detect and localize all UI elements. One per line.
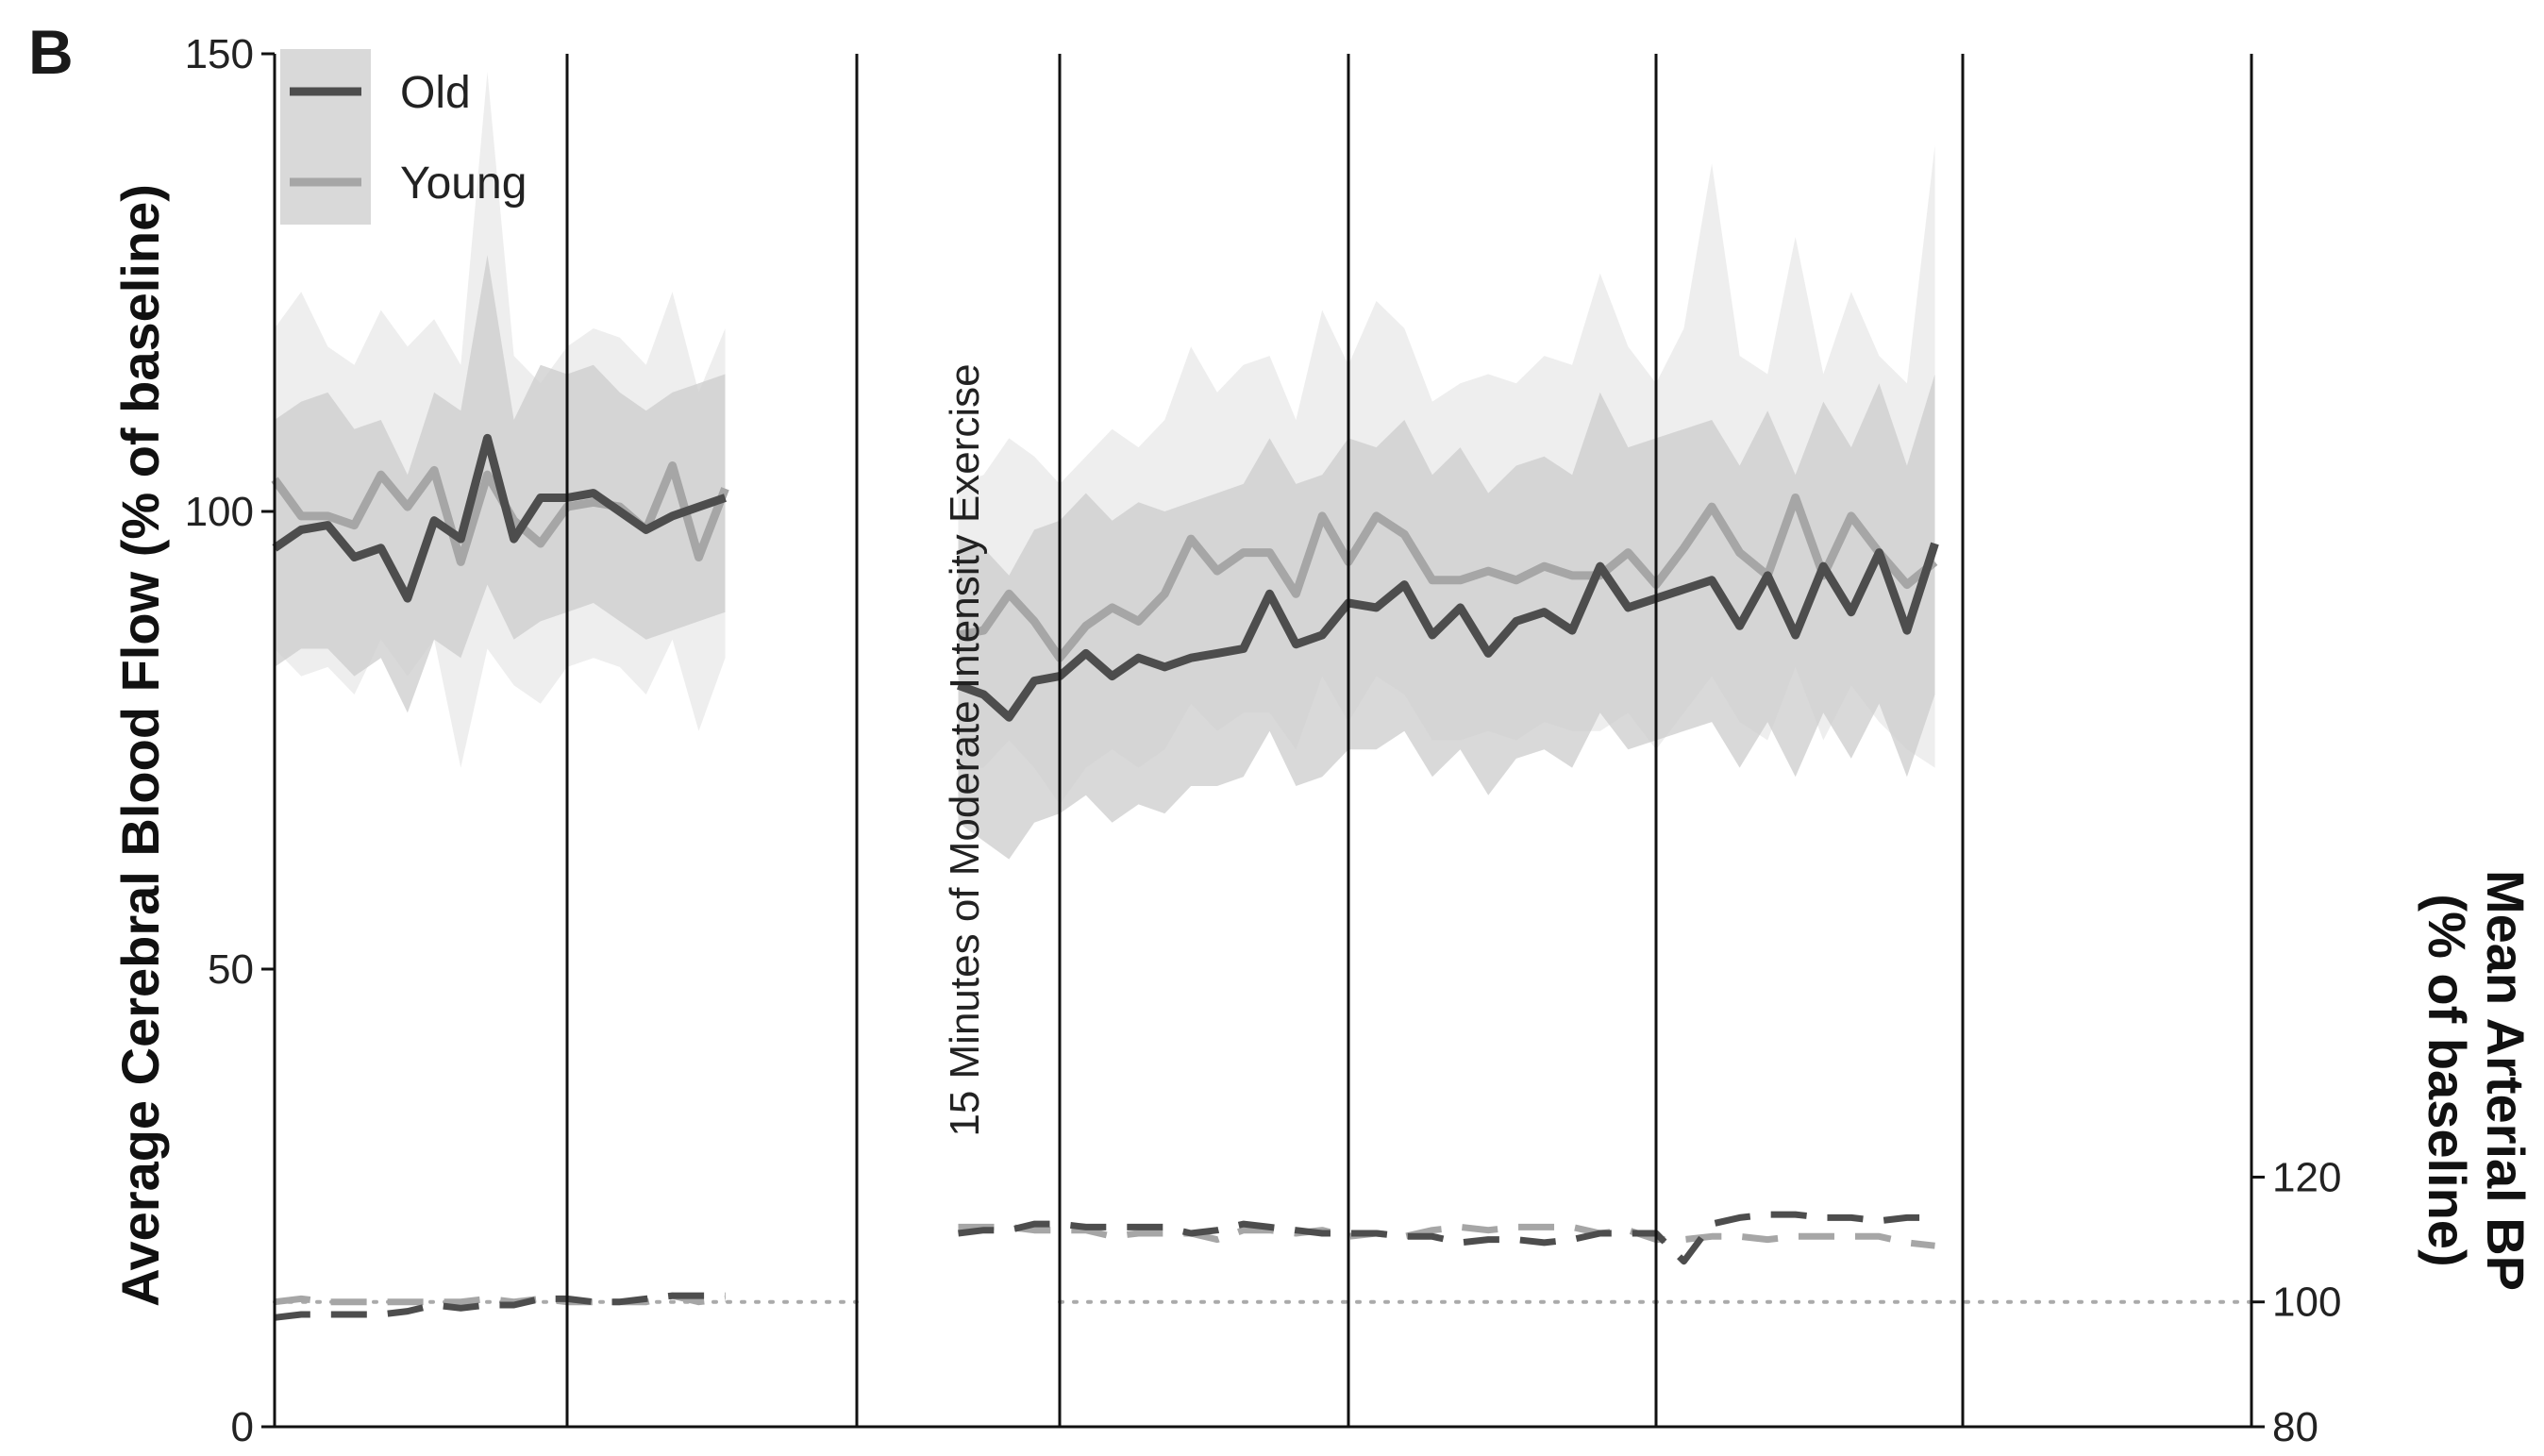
y-tick-label-left: 0 <box>231 1404 254 1450</box>
y-axis-title-left: Average Cerebral Blood Flow (% of baseli… <box>110 184 170 1307</box>
legend-label-young: Young <box>400 159 527 209</box>
y-tick-label-right: 120 <box>2272 1154 2341 1200</box>
series-line-old-cbf <box>272 433 727 603</box>
series-line-old-bp <box>274 1292 726 1321</box>
series-line-old-cbf <box>956 542 1939 722</box>
series-line-young-bp <box>274 1292 726 1306</box>
panel-label: B <box>28 17 74 87</box>
segment-dividers <box>565 54 2253 1427</box>
y-axis-title-right-line2: (% of baseline) <box>2418 894 2477 1266</box>
ticks: 0 50 100 150 80 100 120 <box>185 31 2342 1450</box>
exercise-annotation: 15 Minutes of Moderate Intensity Exercis… <box>942 363 988 1136</box>
y-tick-label-left: 50 <box>208 946 254 993</box>
y-tick-label-left: 150 <box>185 31 254 77</box>
series-lines <box>271 433 1939 1321</box>
legend: Old Young <box>280 49 527 225</box>
legend-key-background <box>280 49 371 225</box>
series-line-old-bp <box>958 1211 1935 1265</box>
y-tick-label-right: 100 <box>2272 1280 2341 1326</box>
series-line-young-bp <box>958 1223 1935 1249</box>
y-tick-label-right: 80 <box>2272 1404 2318 1450</box>
y-axis-title-right-line1: Mean Arterial BP <box>2476 870 2536 1291</box>
legend-label-old: Old <box>400 68 471 118</box>
y-tick-label-left: 100 <box>185 489 254 535</box>
